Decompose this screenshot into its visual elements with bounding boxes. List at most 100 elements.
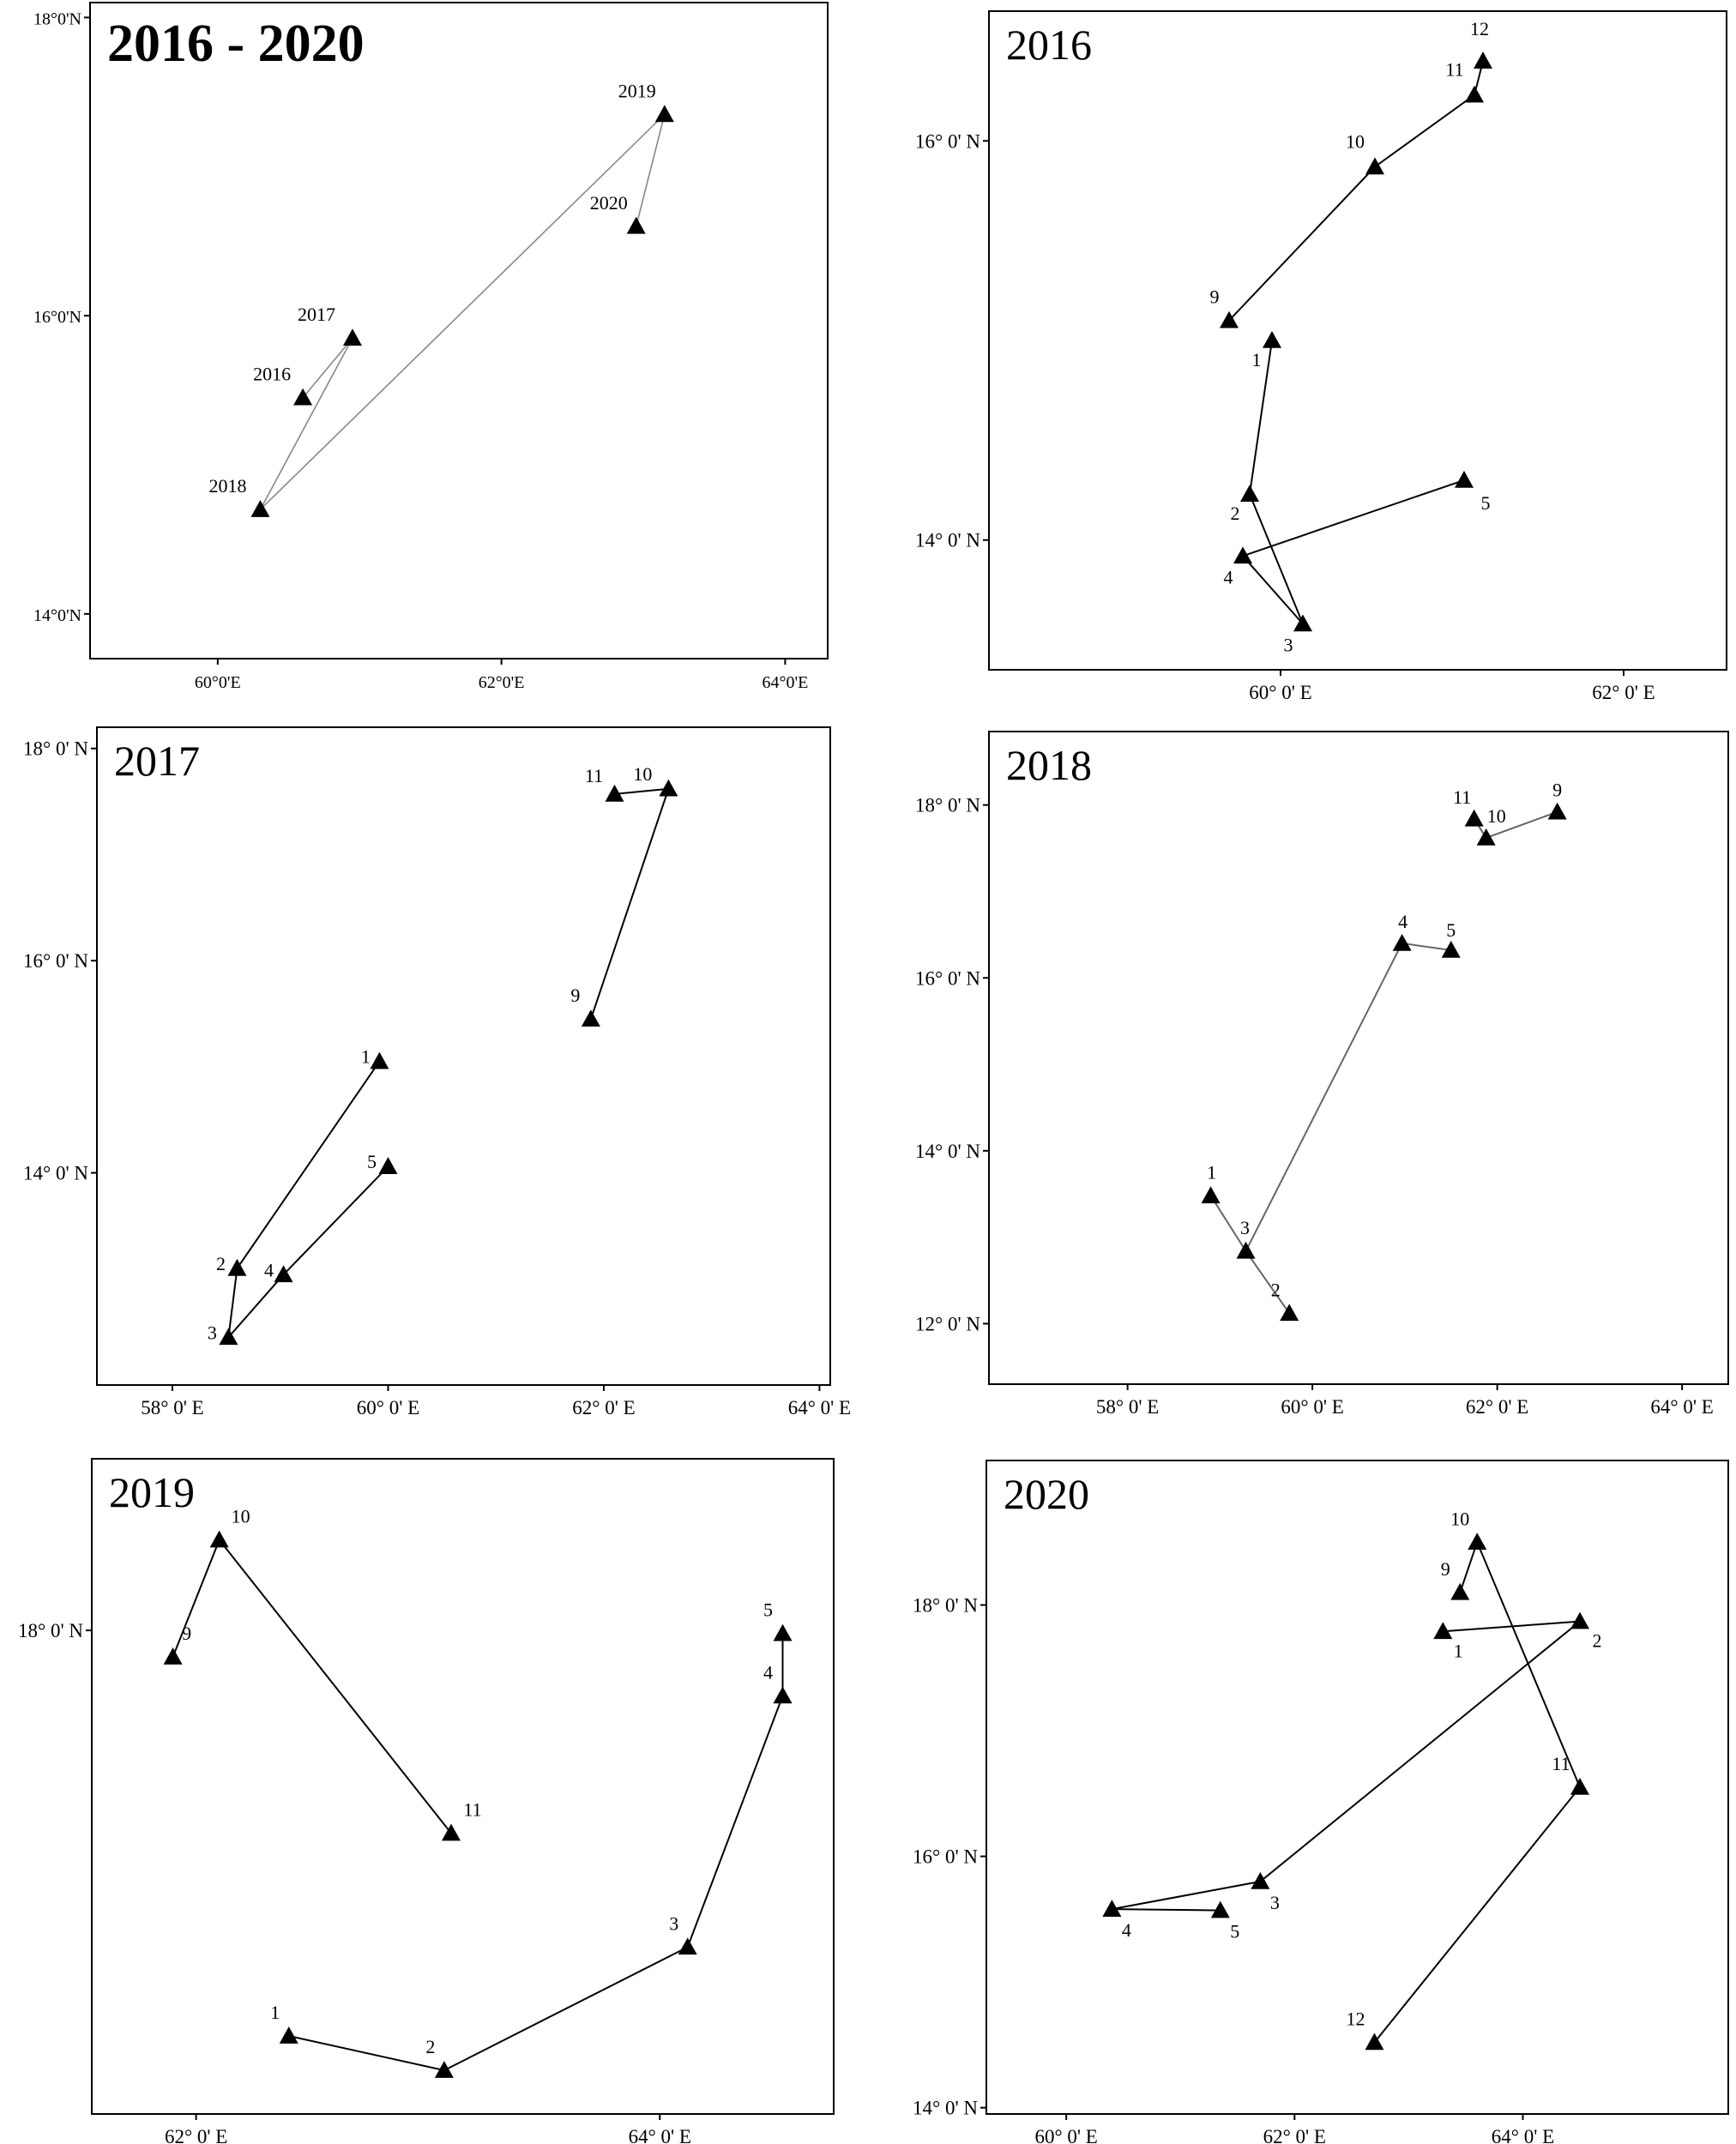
panel-title: 2017 <box>114 737 200 785</box>
point-label: 3 <box>669 1912 678 1934</box>
point-marker <box>1201 1186 1221 1204</box>
point-label: 9 <box>1441 1558 1450 1580</box>
point-label: 2 <box>1593 1630 1602 1652</box>
y-tick-label: 14° 0' N <box>915 1141 980 1162</box>
track-line <box>1228 60 1484 322</box>
point-label: 2016 <box>253 364 291 385</box>
point-label: 10 <box>1346 131 1365 153</box>
point-marker <box>626 216 646 234</box>
point-marker <box>1365 2033 1384 2051</box>
point-marker <box>378 1157 398 1174</box>
point-marker <box>434 2061 454 2078</box>
point-marker <box>678 1937 697 1955</box>
point-label: 3 <box>1240 1217 1250 1238</box>
y-tick-label: 14°0'N <box>33 606 81 625</box>
point-label: 5 <box>763 1599 773 1621</box>
chart-panel-2: 2017 58° 0' E 60° 0' E 62° 0' E 64° 0' E 14° … <box>23 726 851 1418</box>
track-line <box>1241 340 1465 625</box>
point-label: 11 <box>1552 1753 1570 1774</box>
point-marker <box>1293 614 1312 632</box>
y-tick-label: 14° 0' N <box>23 1163 88 1184</box>
x-tick-label: 62° 0' E <box>1466 1396 1528 1418</box>
plot-frame <box>986 1460 1729 2115</box>
point-marker <box>1441 941 1461 958</box>
x-tick-label: 62° 0' E <box>1263 2126 1326 2144</box>
point-marker <box>1102 1900 1122 1917</box>
point-marker <box>773 1623 793 1641</box>
point-label: 2018 <box>208 475 246 497</box>
track-line <box>1245 942 1451 1252</box>
point-label: 3 <box>208 1322 217 1343</box>
x-tick-label: 62° 0' E <box>1592 682 1655 703</box>
point-marker <box>1570 1778 1589 1795</box>
x-tick-label: 64° 0' E <box>629 2126 691 2144</box>
point-marker <box>1450 1582 1470 1600</box>
track-line <box>1373 1539 1582 2044</box>
point-label: 2 <box>216 1253 226 1274</box>
point-marker <box>1547 802 1567 820</box>
point-label: 10 <box>1450 1508 1469 1529</box>
panel-title: 2016 <box>1006 21 1092 69</box>
point-marker <box>279 2027 298 2044</box>
point-label: 12 <box>1346 2008 1365 2029</box>
plot-frame <box>91 1458 835 2115</box>
y-tick-label: 18° 0' N <box>915 795 980 816</box>
point-marker <box>1455 470 1474 488</box>
point-label: 10 <box>633 763 652 785</box>
point-marker <box>654 105 674 123</box>
x-tick-label: 60° 0' E <box>1281 1396 1343 1418</box>
track-line <box>227 1061 389 1340</box>
point-marker <box>342 328 362 346</box>
point-label: 5 <box>1446 919 1456 941</box>
x-tick-label: 60° 0' E <box>1034 2126 1097 2144</box>
point-label: 2 <box>1271 1279 1281 1300</box>
x-tick-label: 58° 0' E <box>141 1397 203 1418</box>
point-label: 1 <box>1454 1640 1463 1661</box>
point-marker <box>209 1530 229 1548</box>
chart-panel-3: 2018 58° 0' E 60° 0' E 62° 0' E 64° 0' E 12° … <box>915 731 1729 1418</box>
point-label: 1 <box>361 1046 371 1068</box>
x-tick-label: 60°0'E <box>195 673 241 692</box>
point-label: 5 <box>367 1151 377 1172</box>
point-label: 10 <box>1487 805 1506 827</box>
chart-panel-5: 2020 60° 0' E 62° 0' E 64° 0' E 14° 0' N 16° … <box>913 1460 1729 2144</box>
y-tick-label: 16° 0' N <box>23 950 88 972</box>
track-line <box>589 787 670 1020</box>
y-tick-label: 16° 0' N <box>915 967 980 989</box>
point-marker <box>1233 546 1252 564</box>
point-marker <box>605 784 624 802</box>
panel-title: 2019 <box>109 1468 195 1516</box>
point-marker <box>1464 809 1484 827</box>
point-marker <box>1392 933 1412 951</box>
y-tick-label: 14° 0' N <box>915 530 980 551</box>
point-marker <box>1210 1900 1230 1918</box>
point-label: 9 <box>1210 286 1220 308</box>
point-marker <box>1365 157 1384 175</box>
chart-panel-4: 2019 62° 0' E 64° 0' E 18° 0' N 1 2 3 4 5 9 10 11 <box>18 1458 835 2144</box>
point-marker <box>441 1823 461 1841</box>
y-tick-label: 16°0'N <box>33 308 81 327</box>
point-label: 2020 <box>590 192 628 214</box>
x-tick-label: 62°0'E <box>479 673 525 692</box>
y-tick-label: 16° 0' N <box>915 130 980 152</box>
point-label: 1 <box>270 2002 280 2023</box>
point-label: 3 <box>1284 634 1293 655</box>
point-label: 1 <box>1252 349 1262 370</box>
point-marker <box>219 1328 238 1346</box>
panel-title: 2020 <box>1004 1470 1089 1518</box>
point-label: 11 <box>1445 59 1463 81</box>
point-marker <box>1465 85 1484 103</box>
x-tick-label: 64° 0' E <box>1650 1396 1713 1418</box>
point-label: 5 <box>1230 1921 1239 1942</box>
track-line <box>1112 1620 1583 1912</box>
plot-frame <box>988 731 1729 1385</box>
plot-frame <box>988 10 1727 671</box>
point-marker <box>1240 485 1259 502</box>
plot-frame <box>96 726 831 1386</box>
point-label: 4 <box>1122 1919 1131 1941</box>
point-label: 2 <box>1231 503 1240 524</box>
point-marker <box>163 1647 183 1665</box>
point-marker <box>1220 310 1239 328</box>
x-tick-label: 64°0'E <box>762 673 808 692</box>
